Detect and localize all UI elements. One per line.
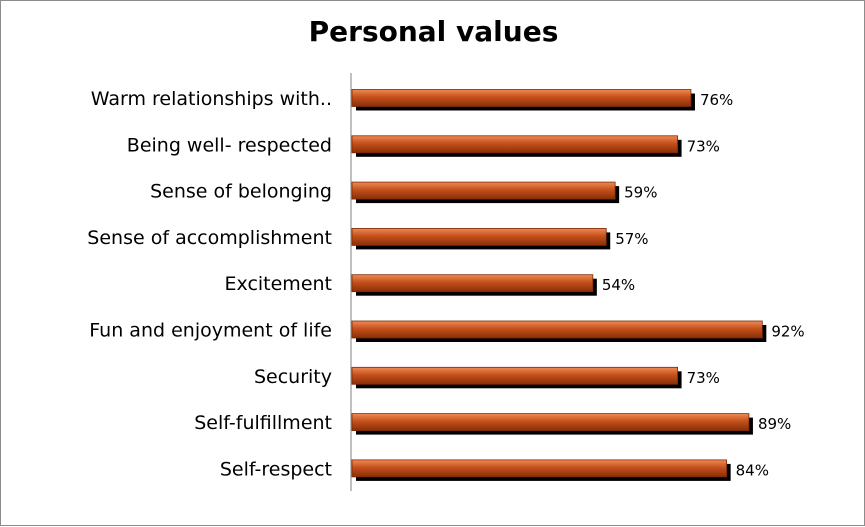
bar [351, 413, 750, 432]
value-label: 89% [758, 415, 791, 433]
bar [351, 135, 678, 154]
bar [351, 181, 616, 200]
value-label: 92% [771, 323, 804, 341]
category-label: Sense of accomplishment [87, 227, 332, 249]
bar [351, 227, 607, 246]
category-label: Being well- respected [127, 134, 332, 156]
category-label: Self-respect [220, 458, 332, 480]
category-label: Sense of belonging [150, 181, 332, 203]
value-label: 73% [687, 369, 720, 387]
value-label: 84% [736, 461, 769, 479]
bars-group: Warm relationships with.. 76% Being well- … [87, 88, 805, 481]
bar [351, 320, 763, 339]
bar [351, 366, 678, 385]
chart-title: Personal values [308, 15, 559, 48]
bar [351, 89, 692, 107]
value-label: 57% [615, 230, 648, 248]
bar [351, 274, 594, 293]
category-label: Fun and enjoyment of life [89, 320, 332, 342]
bar [351, 459, 728, 478]
category-label: Warm relationships with.. [91, 88, 332, 110]
category-label: Self-fulfillment [194, 412, 332, 434]
category-label: Security [254, 366, 332, 388]
value-label: 54% [602, 276, 635, 294]
value-label: 59% [624, 184, 657, 202]
category-label: Excitement [225, 273, 332, 295]
value-label: 76% [700, 91, 733, 109]
value-label: 73% [687, 137, 720, 155]
